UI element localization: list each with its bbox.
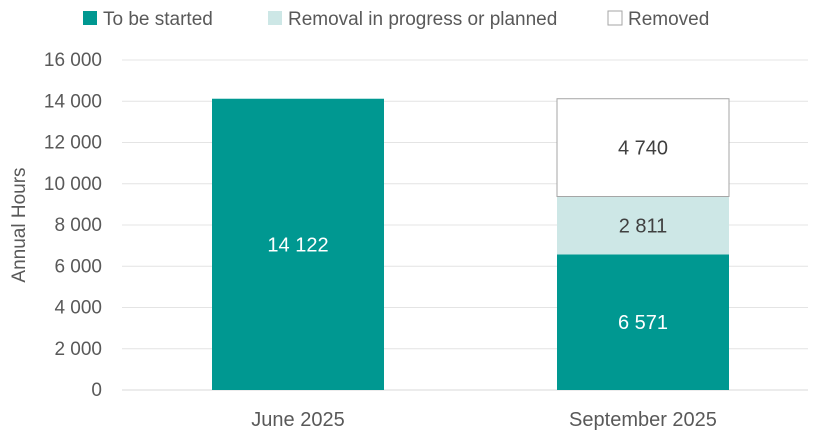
data-label: 2 811 [619,215,668,237]
y-tick-label: 4 000 [54,298,102,319]
y-axis-title: Annual Hours [9,167,30,282]
y-tick-label: 12 000 [44,133,102,154]
x-tick-label: September 2025 [569,409,717,431]
data-label: 4 740 [618,138,668,160]
legend-swatch [607,10,623,26]
legend-label: To be started [103,9,213,30]
bar-segment [212,98,384,390]
bar-segment [557,254,729,390]
y-tick-label: 16 000 [44,50,102,71]
data-label: 14 122 [267,234,328,256]
y-tick-label: 6 000 [54,256,102,277]
legend-swatch [268,11,282,25]
y-tick-label: 2 000 [54,339,102,360]
legend-label: Removal in progress or planned [288,9,557,30]
legend-label: Removed [628,9,709,30]
y-tick-label: 8 000 [54,215,102,236]
legend-swatch [83,11,97,25]
data-label: 6 571 [618,312,668,334]
bar-segment [556,98,730,197]
x-tick-label: June 2025 [251,409,344,431]
y-tick-label: 10 000 [44,174,102,195]
bar-segment [557,196,729,255]
y-tick-label: 14 000 [44,91,102,112]
y-tick-label: 0 [91,380,102,401]
